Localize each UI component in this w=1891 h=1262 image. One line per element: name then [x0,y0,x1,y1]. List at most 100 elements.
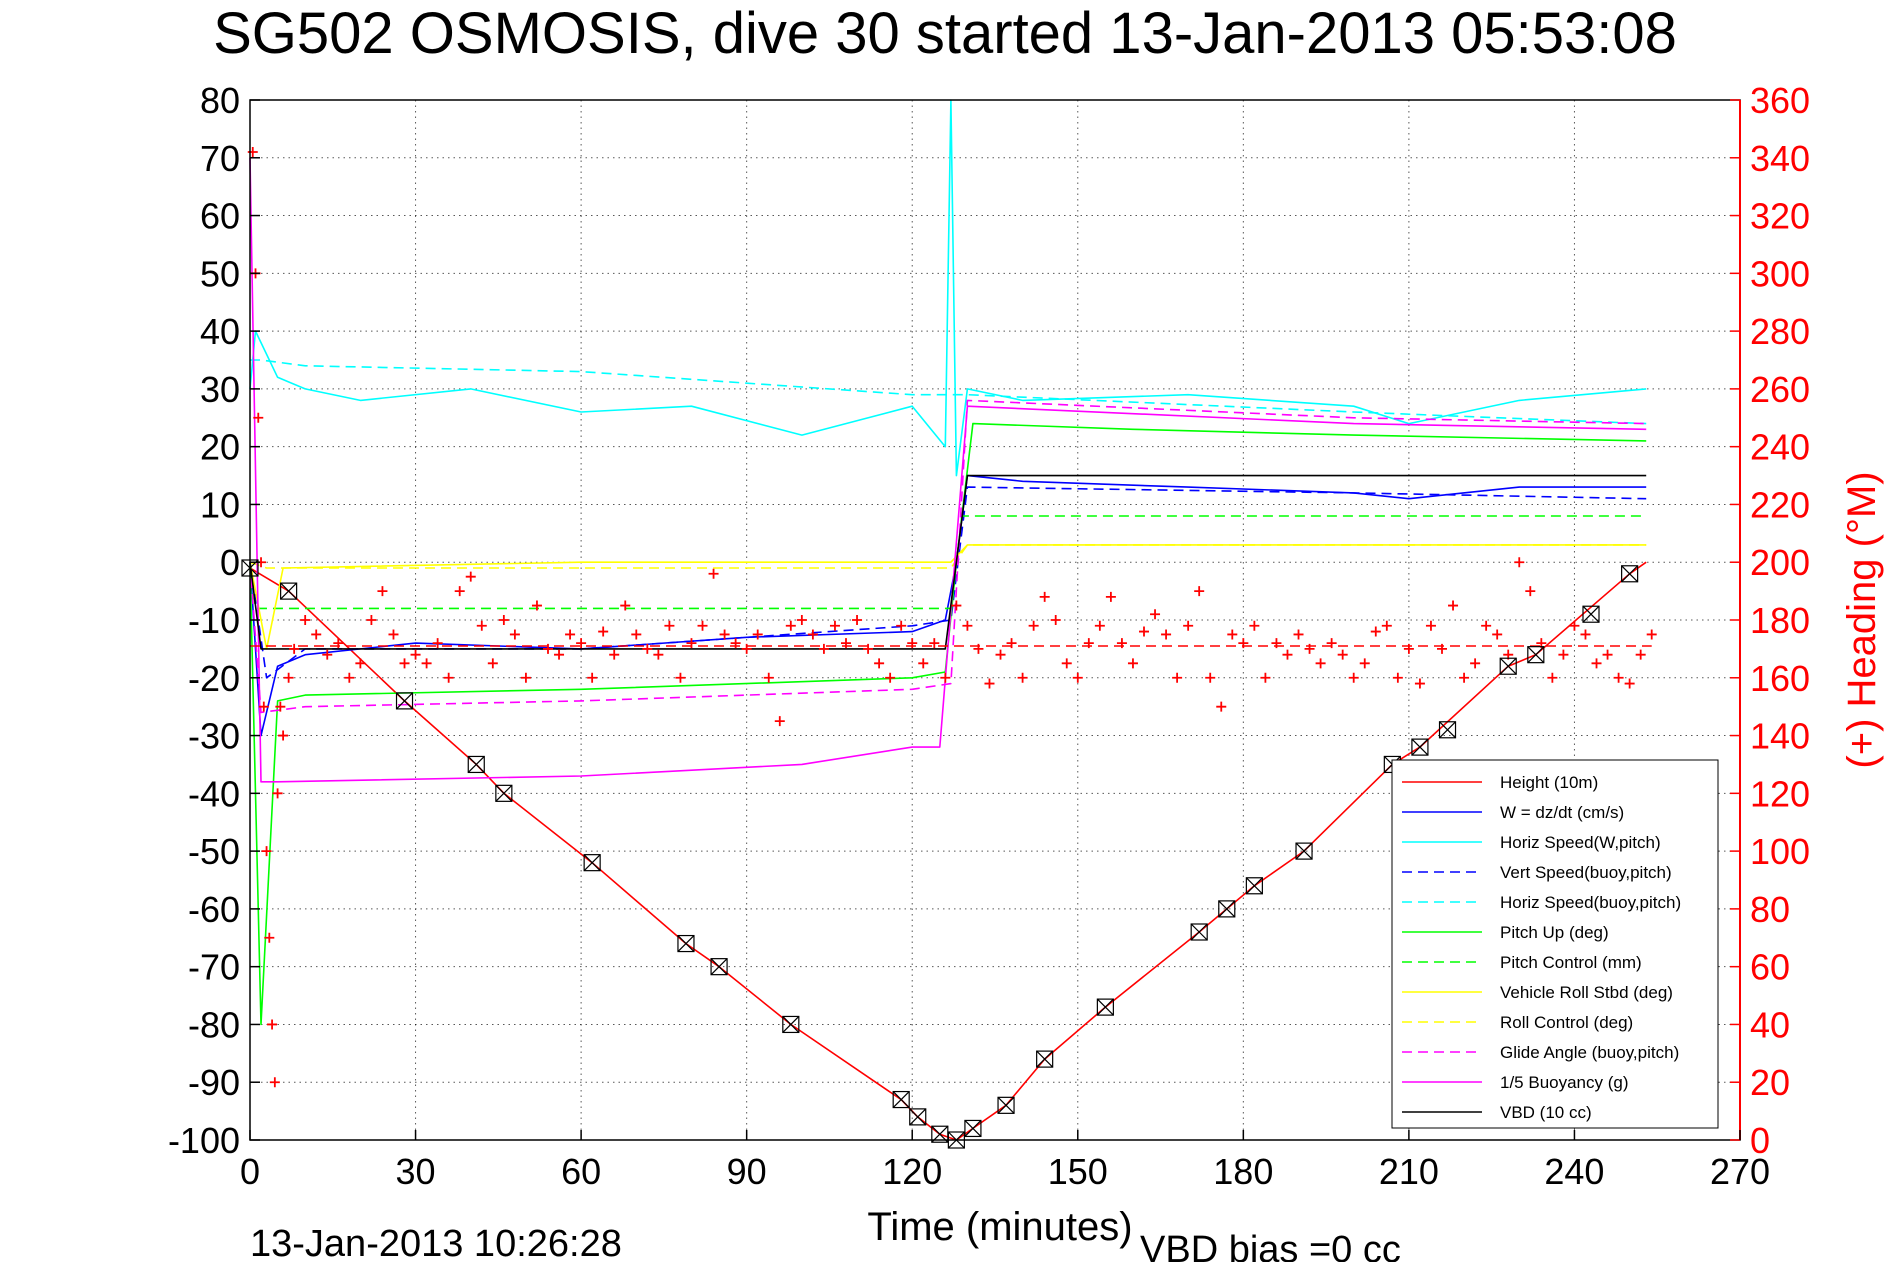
glider-marker-square [892,1090,910,1109]
heading-point [258,701,269,712]
heading-point [609,649,620,660]
right-tick-label: 140 [1750,716,1810,757]
legend-entry: Horiz Speed(W,pitch) [1500,833,1661,852]
x-axis-label: Time (minutes) [867,1205,1132,1249]
glider-marker-cross [1499,657,1517,675]
glider-marker-square [1190,923,1208,941]
heading-point [962,620,973,631]
heading-markers [247,147,1657,1088]
heading-point [1216,701,1227,712]
heading-point [829,620,840,631]
glider-marker-cross [909,1108,927,1126]
legend-entry: 1/5 Buoyancy (g) [1500,1073,1629,1092]
heading-point [874,658,885,669]
glider-marker-square [1438,721,1457,739]
heading-point [785,620,796,631]
heading-point [355,658,366,669]
heading-point [1425,620,1436,631]
series-line [249,486,1647,679]
heading-point [498,615,509,625]
heading-point [863,643,874,654]
heading-point [1039,591,1050,602]
x-tick-label: 240 [1544,1151,1604,1192]
glider-marker-cross [892,1091,910,1108]
legend-entry: Vehicle Roll Stbd (deg) [1500,983,1673,1002]
heading-point [388,629,399,640]
heading-point [1105,591,1116,602]
x-tick-label: 270 [1710,1151,1770,1192]
heading-point [1072,672,1083,683]
glider-marker-cross [1190,923,1208,941]
glider-marker-square [495,784,513,802]
heading-point [984,678,995,689]
heading-point [918,658,929,669]
heading-point [1017,672,1028,683]
heading-point [796,615,807,625]
glider-marker-square [280,582,298,600]
heading-point [708,568,719,579]
right-tick-label: 60 [1750,947,1790,988]
glider-marker-square [1218,900,1236,918]
heading-point [1061,658,1072,669]
glider-marker-cross [1527,646,1545,664]
x-tick-label: 210 [1379,1151,1439,1192]
heading-point [487,658,498,669]
x-tick-label: 30 [396,1151,436,1192]
heading-point [1481,620,1492,631]
heading-point [587,672,598,683]
heading-point [300,615,311,625]
glider-marker-square [467,755,485,774]
glider-marker-square [1245,877,1263,895]
heading-point [565,629,576,640]
legend-entry: Height (10m) [1500,773,1598,792]
glider-marker-cross [396,692,413,710]
heading-point [1613,672,1624,683]
heading-point [267,1019,278,1030]
glider-marker-cross [583,854,601,872]
left-tick-label: -10 [188,600,240,641]
right-y-axis-ticks: 3603403203002802602402202001801601401201… [1730,80,1810,1161]
heading-point [272,788,283,799]
glider-marker-cross [1295,842,1313,860]
heading-point [283,672,294,683]
glider-marker-cross [1036,1050,1054,1068]
heading-point [1591,658,1602,669]
right-tick-label: 220 [1750,484,1810,525]
left-y-axis-ticks: 80 70 60 50 40 30 20 10 0 -10 -20 -30 -40 -50 -60 -70 -8… [168,80,260,1161]
glider-marker-square [710,958,728,976]
heading-point [852,615,863,625]
heading-point [289,643,300,654]
glider-marker-cross [1218,900,1236,918]
left-tick-label: -70 [188,947,240,988]
heading-point [465,571,476,582]
left-tick-label: -20 [188,658,240,699]
glider-marker-square [1295,842,1313,860]
heading-point [1646,629,1657,640]
right-tick-label: 100 [1750,831,1810,872]
heading-point [1370,626,1381,637]
glider-marker-square [782,1015,800,1034]
heading-point [269,1077,280,1088]
heading-point [763,672,774,683]
heading-point [1624,678,1635,689]
heading-point [664,620,675,631]
heading-point [642,643,653,654]
series-line [249,474,1647,737]
heading-point [1558,649,1569,660]
glider-marker-square [964,1119,982,1138]
left-tick-label: 50 [200,253,240,294]
legend: Height (10m) W = dz/dt (cm/s) Horiz Speed(… [1391,759,1719,1129]
heading-point [1348,672,1359,683]
heading-point [995,649,1006,660]
left-tick-label: 60 [200,196,240,237]
heading-point [421,658,432,669]
heading-point [576,638,587,649]
heading-point [322,649,333,660]
glider-marker-square [1036,1050,1054,1068]
right-tick-label: 160 [1750,658,1810,699]
heading-point [1094,620,1105,631]
heading-point [443,672,454,683]
legend-box [1391,759,1719,1129]
x-tick-label: 90 [727,1151,767,1192]
heading-point [253,412,264,423]
